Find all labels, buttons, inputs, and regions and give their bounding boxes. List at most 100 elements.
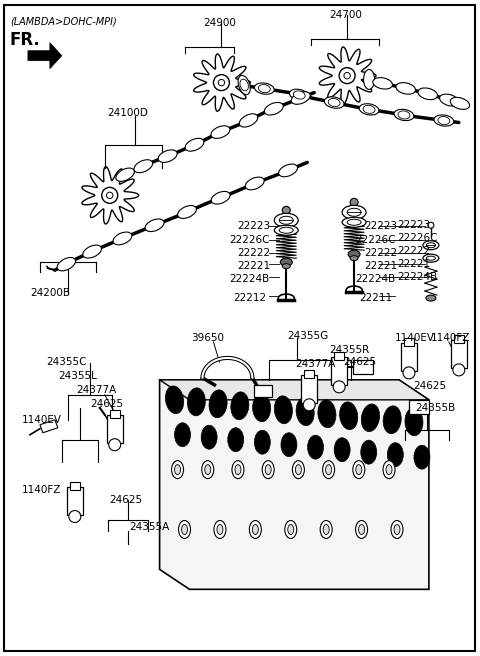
Ellipse shape (325, 464, 332, 475)
Bar (301, 375, 317, 403)
Ellipse shape (288, 525, 294, 535)
Ellipse shape (280, 258, 292, 266)
Ellipse shape (145, 219, 164, 232)
Ellipse shape (134, 159, 153, 173)
Ellipse shape (295, 464, 301, 475)
Ellipse shape (185, 138, 204, 151)
Ellipse shape (158, 150, 177, 163)
Ellipse shape (209, 390, 227, 418)
Ellipse shape (324, 97, 344, 108)
Text: 22224B: 22224B (229, 274, 270, 284)
Ellipse shape (394, 110, 414, 121)
Text: 22223: 22223 (238, 221, 271, 232)
Ellipse shape (391, 520, 403, 539)
Text: 22221: 22221 (397, 259, 430, 269)
Ellipse shape (450, 97, 469, 110)
Text: 22211: 22211 (359, 293, 392, 303)
Ellipse shape (353, 461, 365, 479)
Ellipse shape (179, 520, 191, 539)
Text: 24100D: 24100D (108, 108, 149, 117)
Ellipse shape (252, 525, 258, 535)
Ellipse shape (250, 520, 261, 539)
Ellipse shape (434, 115, 454, 126)
Bar (334, 352, 344, 360)
Ellipse shape (350, 256, 358, 260)
Ellipse shape (396, 83, 416, 94)
Ellipse shape (363, 106, 375, 113)
Text: 24900: 24900 (204, 18, 236, 28)
Ellipse shape (291, 92, 310, 104)
Polygon shape (82, 167, 139, 224)
Ellipse shape (405, 408, 423, 436)
Ellipse shape (394, 525, 400, 535)
Ellipse shape (245, 177, 264, 190)
Circle shape (453, 364, 465, 376)
Ellipse shape (254, 430, 270, 454)
Circle shape (282, 206, 290, 215)
Polygon shape (159, 380, 429, 400)
Text: 22226C: 22226C (355, 236, 396, 245)
Ellipse shape (438, 117, 450, 125)
Bar (254, 385, 272, 397)
Polygon shape (319, 47, 376, 104)
Ellipse shape (292, 461, 304, 479)
Ellipse shape (323, 461, 335, 479)
Ellipse shape (240, 79, 249, 91)
Text: 22224B: 22224B (355, 274, 396, 284)
Text: 22226C: 22226C (229, 236, 270, 245)
Ellipse shape (347, 209, 361, 216)
Ellipse shape (113, 232, 132, 245)
Bar (404, 338, 414, 346)
Text: 24355A: 24355A (130, 522, 170, 533)
Ellipse shape (274, 213, 298, 227)
Text: 22223: 22223 (364, 221, 397, 232)
Ellipse shape (116, 168, 134, 181)
Text: 24377A: 24377A (295, 359, 336, 369)
Ellipse shape (426, 243, 435, 248)
Ellipse shape (356, 520, 368, 539)
Ellipse shape (318, 400, 336, 428)
Ellipse shape (187, 388, 205, 416)
Ellipse shape (262, 461, 274, 479)
Ellipse shape (171, 461, 183, 479)
Ellipse shape (264, 102, 283, 115)
Ellipse shape (356, 464, 362, 475)
Ellipse shape (342, 217, 366, 227)
Ellipse shape (359, 104, 379, 115)
Ellipse shape (205, 464, 211, 475)
Ellipse shape (214, 520, 226, 539)
Text: 22221: 22221 (364, 261, 397, 271)
Ellipse shape (235, 464, 241, 475)
Text: 22222: 22222 (364, 248, 397, 258)
Ellipse shape (278, 164, 298, 176)
Ellipse shape (359, 525, 365, 535)
Text: (LAMBDA>DOHC-MPI): (LAMBDA>DOHC-MPI) (10, 17, 117, 27)
Ellipse shape (217, 525, 223, 535)
Ellipse shape (418, 88, 437, 100)
Bar (67, 487, 83, 514)
Circle shape (69, 510, 81, 523)
Ellipse shape (289, 89, 309, 101)
Ellipse shape (414, 445, 430, 469)
Ellipse shape (373, 77, 393, 89)
Ellipse shape (240, 113, 258, 127)
Ellipse shape (296, 398, 314, 426)
Text: 24355G: 24355G (287, 331, 328, 341)
Ellipse shape (175, 422, 191, 447)
Ellipse shape (181, 525, 188, 535)
Ellipse shape (83, 245, 101, 258)
Text: 24200B: 24200B (30, 288, 70, 298)
Circle shape (303, 399, 315, 411)
Text: 22222: 22222 (397, 246, 430, 256)
Text: 24355R: 24355R (329, 345, 370, 355)
Ellipse shape (383, 406, 401, 434)
Text: 22224B: 22224B (397, 272, 437, 282)
Ellipse shape (363, 70, 374, 89)
Ellipse shape (347, 219, 361, 225)
Ellipse shape (383, 461, 395, 479)
Ellipse shape (282, 264, 290, 269)
Bar (331, 357, 347, 385)
Ellipse shape (386, 464, 392, 475)
Text: 22226C: 22226C (397, 234, 437, 243)
Text: 39650: 39650 (192, 333, 225, 343)
